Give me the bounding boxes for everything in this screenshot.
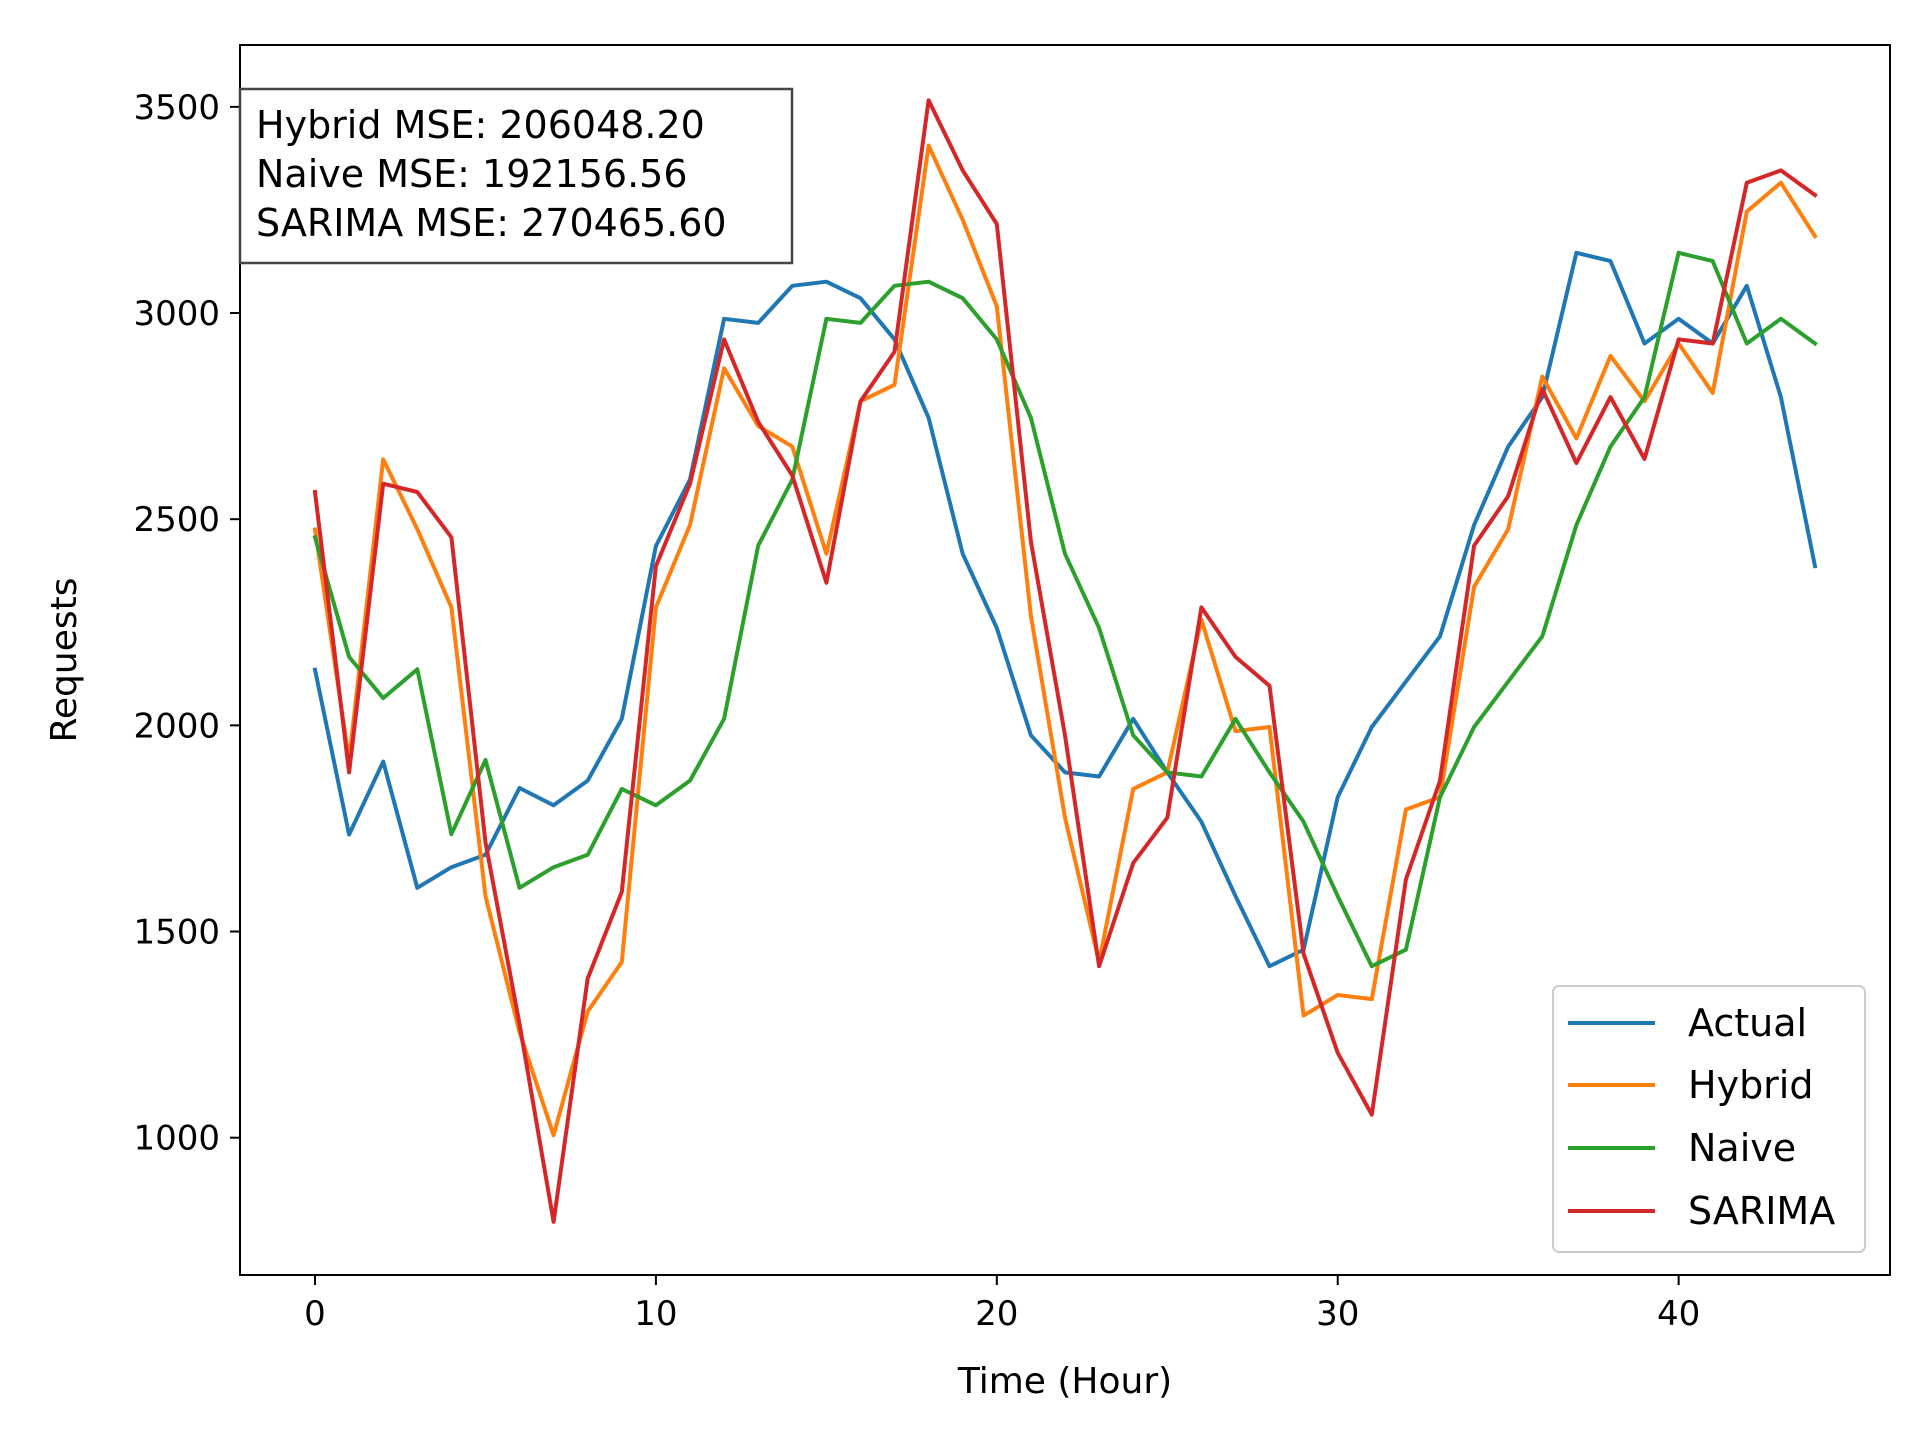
series-line-sarima [312, 98, 1818, 1224]
annotation-line-naive: Naive MSE: 192156.56 [256, 152, 688, 196]
y-tick-label: 1000 [133, 1119, 220, 1159]
plot-lines [312, 98, 1818, 1224]
legend: Actual Hybrid Naive SARIMA [1552, 985, 1866, 1253]
x-tick-label: 0 [304, 1294, 326, 1334]
series-line-actual [312, 250, 1818, 969]
annotation-line-sarima: SARIMA MSE: 270465.60 [256, 201, 727, 245]
legend-label-sarima: SARIMA [1688, 1189, 1835, 1233]
y-tick-label: 3000 [133, 294, 220, 334]
legend-frame [1552, 985, 1866, 1253]
legend-label-actual: Actual [1688, 1001, 1807, 1045]
x-tick-label: 20 [975, 1294, 1018, 1334]
legend-label-hybrid: Hybrid [1688, 1063, 1814, 1107]
x-tick-label: 30 [1316, 1294, 1359, 1334]
annotation-line-hybrid: Hybrid MSE: 206048.20 [256, 103, 705, 147]
plot-frame [239, 44, 1891, 1276]
annotation-frame [238, 87, 794, 265]
y-axis-label: Requests [44, 578, 85, 743]
y-axis: 1000 1500 2000 2500 3000 3500 [133, 88, 240, 1159]
series-line-naive [312, 250, 1818, 969]
x-tick-label: 40 [1657, 1294, 1700, 1334]
y-tick-label: 2500 [133, 500, 220, 540]
series-line-hybrid [312, 143, 1818, 1138]
y-tick-label: 1500 [133, 913, 220, 953]
mse-annotation-box: Hybrid MSE: 206048.20 Naive MSE: 192156.… [238, 87, 794, 265]
x-axis-label: Time (Hour) [957, 1361, 1172, 1402]
x-tick-label: 10 [634, 1294, 677, 1334]
y-tick-label: 3500 [133, 88, 220, 128]
y-tick-label: 2000 [133, 706, 220, 746]
legend-label-naive: Naive [1688, 1126, 1796, 1170]
x-axis: 0 10 20 30 40 [304, 1275, 1700, 1334]
